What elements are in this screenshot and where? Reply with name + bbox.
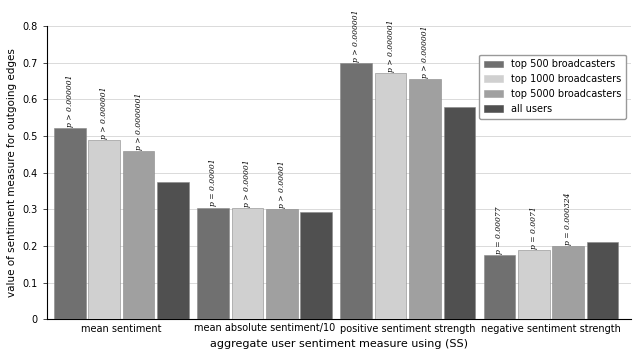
Bar [157,182,189,319]
Text: p = 0.00001: p = 0.00001 [209,159,217,206]
Text: p > 0.000001: p > 0.000001 [66,74,74,127]
Bar [552,246,584,319]
Text: p > 0.00001: p > 0.00001 [243,159,252,207]
Bar [444,107,475,319]
Text: p = 0.000324: p = 0.000324 [564,193,572,245]
Bar [197,208,228,319]
Text: p > 0.00001: p > 0.00001 [278,160,286,208]
Bar [232,208,263,319]
Bar [484,255,515,319]
Bar [88,140,120,319]
Bar [54,128,86,319]
Text: p > 0.000001: p > 0.000001 [421,26,429,78]
Bar [375,73,406,319]
Text: p = 0.00077: p = 0.00077 [495,206,504,254]
Text: p > 0.0000001: p > 0.0000001 [134,92,143,150]
Text: p = 0.0071: p = 0.0071 [530,206,538,248]
Bar [123,151,154,319]
Legend: top 500 broadcasters, top 1000 broadcasters, top 5000 broadcasters, all users: top 500 broadcasters, top 1000 broadcast… [479,54,627,119]
Bar [340,63,372,319]
Bar [409,79,441,319]
Text: p > 0.000001: p > 0.000001 [352,9,360,62]
Bar [300,211,332,319]
Y-axis label: value of sentiment measure for outgoing edges: value of sentiment measure for outgoing … [7,48,17,297]
Text: p > 0.000001: p > 0.000001 [100,86,108,139]
Text: p > 0.000001: p > 0.000001 [387,19,395,72]
Bar [587,242,618,319]
Bar [518,250,550,319]
X-axis label: aggregate user sentiment measure using (SS): aggregate user sentiment measure using (… [210,339,468,349]
Bar [266,209,298,319]
